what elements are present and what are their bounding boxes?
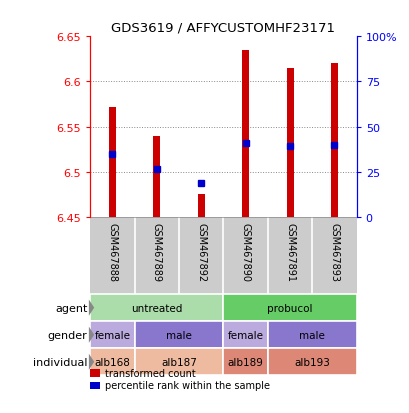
Text: untreated: untreated	[131, 303, 182, 313]
Text: male: male	[299, 330, 324, 340]
Bar	[286, 69, 293, 217]
Polygon shape	[89, 300, 94, 316]
Text: GSM467891: GSM467891	[284, 223, 294, 282]
Text: individual: individual	[33, 357, 88, 367]
Bar	[267, 321, 356, 349]
Text: alb189: alb189	[227, 357, 263, 367]
Polygon shape	[89, 327, 94, 343]
Title: GDS3619 / AFFYCUSTOMHF23171: GDS3619 / AFFYCUSTOMHF23171	[111, 21, 335, 35]
Text: male: male	[166, 330, 191, 340]
Text: GSM467889: GSM467889	[151, 223, 162, 282]
Bar	[223, 294, 356, 321]
Text: GSM467890: GSM467890	[240, 223, 250, 282]
Bar	[90, 349, 134, 375]
Bar	[241, 51, 249, 217]
Bar	[197, 195, 204, 217]
Bar	[153, 136, 160, 217]
Text: gender: gender	[48, 330, 88, 340]
Polygon shape	[89, 354, 94, 370]
Bar	[223, 349, 267, 375]
Text: alb193: alb193	[294, 357, 329, 367]
Text: alb168: alb168	[94, 357, 130, 367]
Bar	[267, 349, 356, 375]
Text: agent: agent	[55, 303, 88, 313]
Text: alb187: alb187	[161, 357, 196, 367]
Text: transformed count: transformed count	[104, 368, 195, 378]
Bar	[134, 349, 223, 375]
Text: percentile rank within the sample: percentile rank within the sample	[104, 380, 269, 390]
Bar	[109, 107, 116, 217]
Text: probucol: probucol	[267, 303, 312, 313]
Text: female: female	[94, 330, 130, 340]
Text: female: female	[227, 330, 263, 340]
Text: GSM467892: GSM467892	[196, 223, 206, 282]
Bar	[330, 64, 337, 217]
Bar	[223, 321, 267, 349]
Bar	[90, 294, 223, 321]
Text: GSM467893: GSM467893	[329, 223, 339, 282]
Text: GSM467888: GSM467888	[107, 223, 117, 282]
Bar	[134, 321, 223, 349]
Bar	[90, 321, 134, 349]
